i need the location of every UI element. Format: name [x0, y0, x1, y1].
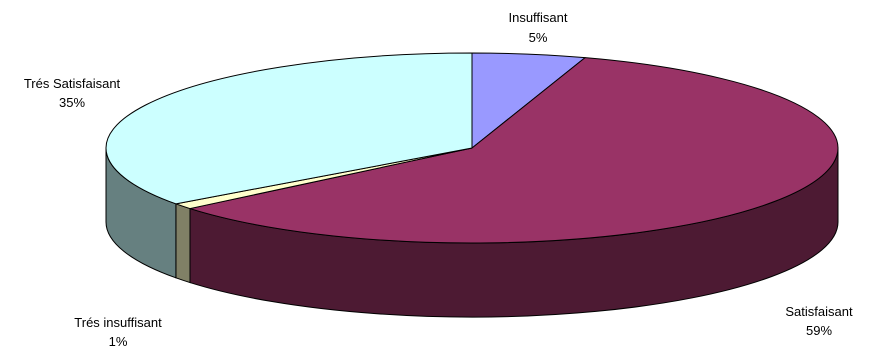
slice-label-satisfaisant: Satisfaisant	[785, 304, 853, 319]
pie-tops-group	[105, 52, 839, 244]
pie-sides-group	[105, 147, 839, 318]
pie-slice-tres-satisfaisant	[105, 52, 473, 205]
pie-labels-group: Insuffisant 5% Satisfaisant 59% Trés insuffi…	[24, 10, 853, 349]
slice-label-insuffisant: Insuffisant	[508, 10, 567, 25]
slice-percent-insuffisant: 5%	[529, 30, 548, 45]
slice-percent-tres-insuffisant: 1%	[109, 334, 128, 347]
slice-percent-tres-satisfaisant: 35%	[59, 95, 85, 110]
slice-label-tres-insuffisant: Trés insuffisant	[74, 315, 162, 330]
pie-side-tres-insuffisant	[175, 203, 191, 284]
slice-label-tres-satisfaisant: Trés Satisfaisant	[24, 76, 121, 91]
pie-slice-satisfaisant	[189, 57, 839, 244]
slice-percent-satisfaisant: 59%	[806, 323, 832, 338]
